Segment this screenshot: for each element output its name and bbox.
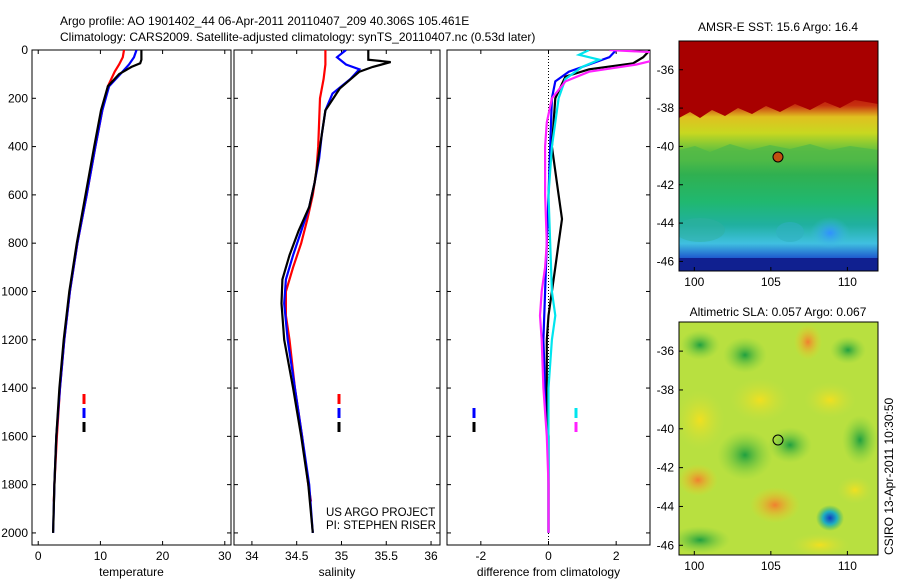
x-tick-label: 30 — [218, 549, 232, 563]
temperature-panel: 0 10 20 30 temperature 0 200 400 600 800 1000 1200 1… — [1, 43, 231, 579]
figure-title-line2: Climatology: CARS2009. Satellite-adjuste… — [60, 30, 535, 44]
y-tick-label: 2000 — [1, 526, 28, 540]
map-y-tick-label: -40 — [657, 139, 675, 153]
difference-panel: -2 0 2 difference from climatology — [446, 49, 651, 579]
map-x-tick-label: 110 — [838, 559, 857, 573]
map-y-tick-label: -44 — [657, 499, 675, 513]
sla-map-image — [679, 322, 878, 555]
x-tick-label: 34.5 — [285, 549, 309, 563]
map-y-tick-label: -38 — [657, 383, 675, 397]
x-tick-label: 2 — [613, 549, 620, 563]
map-x-tick-label: 110 — [838, 275, 857, 289]
sst-argo-marker — [772, 151, 784, 163]
x-tick-label: -2 — [475, 549, 486, 563]
map-x-tick-label: 100 — [684, 559, 704, 573]
difference-profile-xlabel: difference from climatology — [477, 565, 620, 579]
y-tick-label: 1600 — [1, 429, 28, 443]
map-y-tick-label: -36 — [657, 63, 675, 77]
x-tick-label: 0 — [545, 549, 552, 563]
series-line-argo-raw-qc- — [52, 50, 143, 533]
sst-map-panel: AMSR-E SST: 15.6 Argo: 16.4 100 105 110 -36… — [657, 20, 879, 289]
map-y-tick-label: -42 — [657, 461, 675, 475]
sst-map-title: AMSR-E SST: 15.6 Argo: 16.4 — [698, 20, 858, 34]
temperature-profile-xlabel: temperature — [99, 565, 164, 579]
y-tick-label: 600 — [8, 188, 28, 202]
x-tick-label: 36 — [424, 549, 438, 563]
salinity-profile-frame — [233, 49, 441, 546]
map-y-tick-label: -44 — [657, 216, 675, 230]
map-y-tick-label: -36 — [657, 344, 675, 358]
x-tick-label: 35 — [335, 549, 349, 563]
map-y-tick-label: -46 — [657, 538, 675, 552]
temperature-profile-frame — [31, 49, 232, 546]
project-annotation: US ARGO PROJECT — [326, 507, 435, 519]
x-tick-label: 0 — [35, 549, 42, 563]
sla-argo-marker — [772, 434, 784, 446]
salinity-panel: 34 34.5 35 35.5 36 salinity US ARGO PROJECTPI:… — [233, 49, 441, 579]
y-tick-label: 0 — [21, 43, 28, 57]
y-tick-label: 400 — [8, 140, 28, 154]
map-x-tick-label: 105 — [761, 559, 781, 573]
map-x-tick-label: 105 — [761, 275, 781, 289]
map-y-tick-label: -40 — [657, 422, 675, 436]
sla-map-panel: Altimetric SLA: 0.057 Argo: 0.067 100 105… — [657, 305, 879, 573]
y-tick-label: 1000 — [1, 284, 28, 298]
series-line-salinity-argo-adj- — [538, 50, 650, 533]
series-line-argo-raw-qc- — [280, 50, 391, 534]
y-tick-label: 200 — [8, 91, 28, 105]
credit-stamp: CSIRO 13-Apr-2011 10:30:50 — [882, 397, 896, 555]
series-line-salinity-satellite — [547, 50, 603, 533]
map-y-tick-label: -42 — [657, 178, 675, 192]
sla-map-title: Altimetric SLA: 0.057 Argo: 0.067 — [690, 305, 867, 319]
y-tick-label: 800 — [8, 236, 28, 250]
map-y-tick-label: -46 — [657, 254, 675, 268]
map-x-tick-label: 100 — [684, 275, 704, 289]
map-y-tick-label: -38 — [657, 101, 675, 115]
x-tick-label: 34 — [245, 549, 259, 563]
x-tick-label: 20 — [156, 549, 170, 563]
y-tick-label: 1800 — [1, 478, 28, 492]
y-tick-label: 1200 — [1, 333, 28, 347]
project-annotation: PI: STEPHEN RISER — [326, 520, 436, 532]
series-line-temperature-argo-adj- — [545, 50, 650, 533]
x-tick-label: 35.5 — [375, 549, 399, 563]
x-tick-label: 10 — [94, 549, 108, 563]
salinity-profile-xlabel: salinity — [319, 565, 356, 579]
y-tick-label: 1400 — [1, 381, 28, 395]
figure-title-line1: Argo profile: AO 1901402_44 06-Apr-2011 … — [60, 14, 469, 28]
